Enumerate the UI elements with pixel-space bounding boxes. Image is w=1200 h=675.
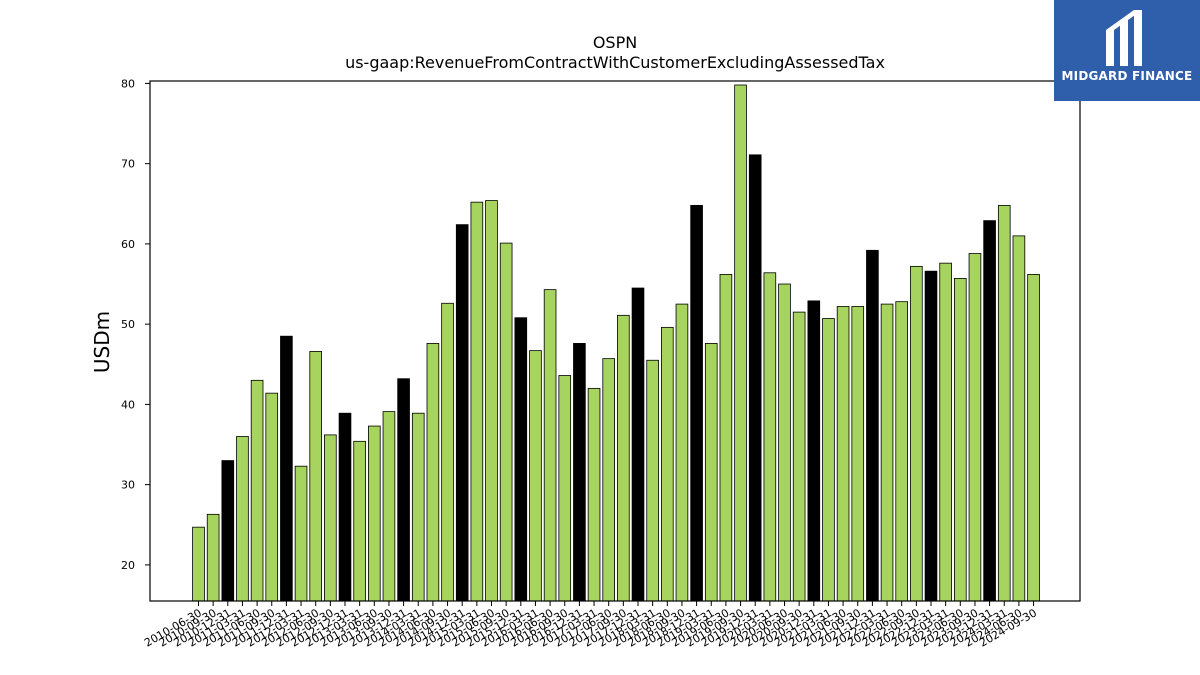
bar-2012-06-30 xyxy=(309,351,322,602)
bar-2018-03-31 xyxy=(646,359,659,602)
brand-logo: MIDGARD FINANCE xyxy=(1054,0,1200,101)
bar-2012-12-31 xyxy=(338,412,352,602)
brand-mark-icon xyxy=(1106,10,1142,66)
bar-2022-03-31 xyxy=(880,303,894,602)
plot-frame xyxy=(149,80,1081,602)
bar-2022-12-31 xyxy=(924,270,938,602)
bar-2014-06-30 xyxy=(426,343,440,602)
bar-2019-09-30 xyxy=(734,84,747,602)
bar-2019-03-31 xyxy=(704,343,718,602)
bar-2017-12-31 xyxy=(631,287,645,602)
y-axis-label: USDm xyxy=(90,311,114,373)
bar-2021-06-30 xyxy=(836,306,850,602)
bar-2019-12-31 xyxy=(748,154,762,602)
bar-2015-03-31 xyxy=(470,201,484,602)
bar-2011-06-30 xyxy=(250,379,264,602)
bar-2013-06-30 xyxy=(367,425,381,602)
bar-2020-12-31 xyxy=(807,300,821,602)
bar-2017-03-31 xyxy=(587,387,601,602)
bar-2017-09-30 xyxy=(617,314,630,602)
y-axis-ticks: 20 30 40 50 60 70 80 xyxy=(121,77,150,572)
bar-2016-09-30 xyxy=(558,375,572,602)
bar-2011-12-31 xyxy=(280,335,293,602)
x-axis-ticks: 2010-06-302010-09-302010-12-312011-03-31… xyxy=(142,601,1039,650)
y-tick-label: 80 xyxy=(121,77,135,90)
bar-2015-09-30 xyxy=(499,242,513,602)
bar-2022-09-30 xyxy=(910,265,923,602)
bar-2022-06-30 xyxy=(895,301,908,602)
bar-2010-06-30 xyxy=(192,526,205,602)
bar-2020-03-31 xyxy=(763,272,777,602)
bar-2023-09-30 xyxy=(968,253,982,602)
bar-2010-09-30 xyxy=(206,513,220,602)
bar-2023-03-31 xyxy=(939,262,952,602)
bar-2018-09-30 xyxy=(675,303,689,602)
bar-2014-09-30 xyxy=(441,302,454,602)
bar-2010-12-31 xyxy=(221,460,235,602)
chart-title: OSPN xyxy=(593,33,637,52)
bar-2016-12-31 xyxy=(573,343,586,602)
y-tick-label: 20 xyxy=(121,559,135,572)
bar-2011-03-31 xyxy=(236,436,249,602)
bar-2013-09-30 xyxy=(382,411,396,602)
bar-2016-06-30 xyxy=(543,289,557,602)
bar-2021-09-30 xyxy=(851,306,865,602)
y-tick-label: 50 xyxy=(121,318,135,331)
bar-2023-12-31 xyxy=(983,220,996,602)
bar-2015-12-31 xyxy=(514,317,528,602)
bar-2012-03-31 xyxy=(294,465,308,602)
bar-2021-12-31 xyxy=(866,249,879,602)
bar-2020-06-30 xyxy=(778,283,791,602)
bar-2024-09-30 xyxy=(1027,273,1040,602)
bar-2017-06-30 xyxy=(602,358,615,602)
y-tick-label: 30 xyxy=(121,479,135,492)
y-tick-label: 60 xyxy=(121,238,135,251)
bar-2024-06-30 xyxy=(1012,235,1026,602)
y-tick-label: 40 xyxy=(121,398,135,411)
bar-2020-09-30 xyxy=(792,311,806,602)
bar-2013-12-31 xyxy=(397,378,410,602)
bar-2019-06-30 xyxy=(719,273,733,602)
bar-2014-03-31 xyxy=(411,412,425,602)
bar-2018-06-30 xyxy=(661,326,674,602)
bar-2018-12-31 xyxy=(690,204,703,602)
brand-name: MIDGARD FINANCE xyxy=(1061,69,1193,83)
bar-2014-12-31 xyxy=(455,224,469,602)
chart-subtitle: us-gaap:RevenueFromContractWithCustomerE… xyxy=(345,53,885,72)
bar-series xyxy=(192,84,1040,602)
bar-2011-09-30 xyxy=(265,392,279,602)
y-tick-label: 70 xyxy=(121,158,135,171)
bar-2024-03-31 xyxy=(997,204,1011,602)
bar-2023-06-30 xyxy=(954,278,967,602)
bar-2012-09-30 xyxy=(324,434,337,602)
bar-2015-06-30 xyxy=(485,200,498,602)
bar-2013-03-31 xyxy=(353,440,366,602)
bar-2016-03-31 xyxy=(529,350,542,602)
bar-2021-03-31 xyxy=(822,318,835,602)
